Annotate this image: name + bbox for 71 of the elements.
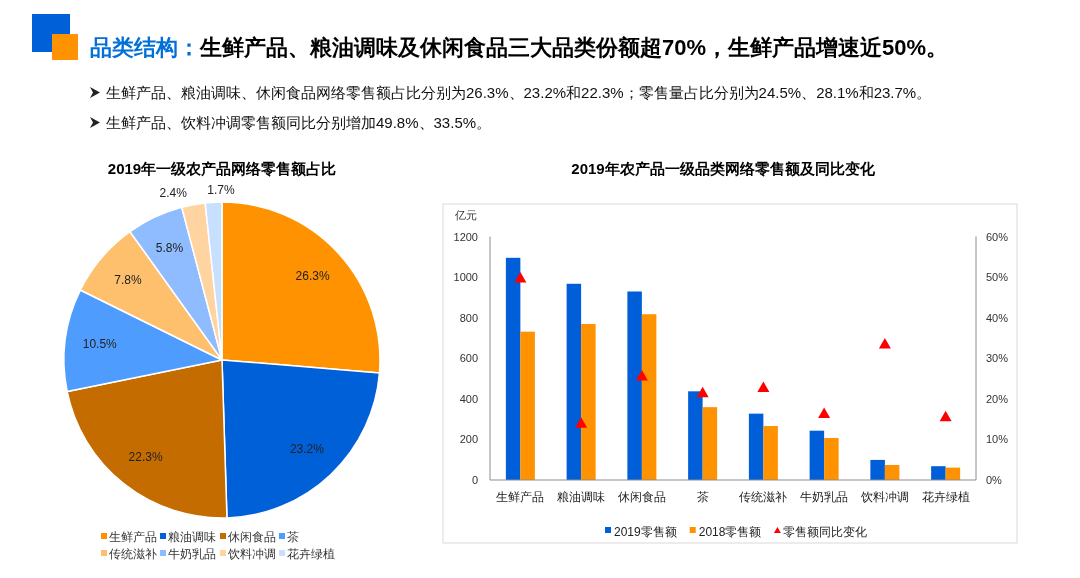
bar (884, 464, 900, 480)
x-tick-label: 休闲食品 (617, 491, 666, 503)
chart-title: 2019年农产品一级品类网络零售额及同比变化 (571, 160, 876, 177)
x-tick-label: 茶 (696, 491, 709, 503)
y2-tick-label: 0% (986, 474, 1003, 486)
bar (702, 407, 718, 480)
y-tick-label: 0 (471, 474, 478, 486)
bar (581, 323, 596, 480)
y-tick-label: 600 (459, 352, 478, 365)
point (696, 386, 709, 398)
bar (688, 391, 703, 480)
y-tick-label: 400 (459, 392, 478, 405)
point (939, 410, 952, 422)
data-label: 23.2% (289, 442, 325, 457)
point (635, 370, 648, 381)
bar (931, 466, 946, 480)
bar (520, 331, 535, 480)
y2-tick-label: 30% (986, 352, 1009, 365)
x-tick-label: 牛奶乳品 (800, 491, 849, 503)
point (757, 381, 770, 392)
data-label: 2.4% (159, 185, 188, 200)
y-tick-label: 1200 (453, 230, 478, 243)
legend-label: 休闲食品 (228, 530, 276, 544)
x-tick-label: 传统滋补 (739, 490, 788, 503)
x-tick-label: 粮油调味 (557, 491, 606, 503)
bar (809, 430, 825, 480)
text: 生鲜产品、饮料冲调零售额同比分别增加49.8%、33.5%。 (106, 114, 492, 131)
x-tick-label: 生鲜产品 (496, 490, 545, 503)
legend-label: 粮油调味 (168, 530, 216, 544)
y2-tick-label: 50% (986, 271, 1009, 284)
bar (505, 257, 521, 480)
legend-label: 茶 (287, 530, 299, 544)
x-tick-label: 饮料冲调 (859, 491, 909, 503)
legend-label: 牛奶乳品 (168, 547, 216, 561)
data-label: 5.8% (155, 241, 184, 256)
text: 品类结构： (90, 35, 200, 60)
y-tick-label: 800 (459, 311, 478, 324)
bar (641, 314, 657, 480)
data-label: 1.7% (207, 183, 235, 198)
y-axis-title: 亿元 (454, 209, 477, 221)
bar (763, 426, 778, 480)
point (514, 271, 527, 283)
bar (748, 413, 764, 480)
point (575, 417, 588, 428)
legend-label: 生鲜产品 (109, 530, 157, 544)
y-tick-label: 200 (459, 433, 478, 446)
y2-tick-label: 60% (986, 230, 1009, 243)
y2-tick-label: 40% (986, 311, 1009, 324)
data-label: 26.3% (295, 269, 330, 284)
chart-title: 2019年一级农产品网络零售额占比 (107, 160, 337, 177)
point (818, 407, 831, 418)
legend-label: 饮料冲调 (227, 547, 276, 561)
legend-label: 2019零售额 (614, 525, 677, 539)
bar (566, 283, 582, 480)
data-label: 7.8% (114, 273, 143, 288)
y2-tick-label: 10% (986, 433, 1009, 446)
x-tick-label: 花卉绿植 (921, 491, 970, 503)
bar (824, 438, 839, 480)
legend-label: 花卉绿植 (287, 547, 335, 561)
data-label: 22.3% (128, 449, 163, 464)
point (878, 338, 891, 349)
data-label: 10.5% (82, 337, 118, 352)
legend-label: 零售额同比变化 (783, 525, 868, 539)
y-tick-label: 1000 (453, 271, 478, 284)
text: 生鲜产品、粮油调味及休闲食品三大品类份额超70%，生鲜产品增速近50%。 (199, 35, 949, 60)
y2-tick-label: 20% (986, 392, 1009, 405)
bar (870, 459, 885, 480)
legend-label: 传统滋补 (109, 547, 157, 561)
text: 生鲜产品、粮油调味、休闲食品网络零售额占比分别为26.3%、23.2%和22.3%；零售量占比分别为24.5%、28.1%和23.7%。 (106, 84, 932, 101)
legend-label: 2018零售额 (698, 525, 762, 539)
bar (627, 291, 642, 480)
